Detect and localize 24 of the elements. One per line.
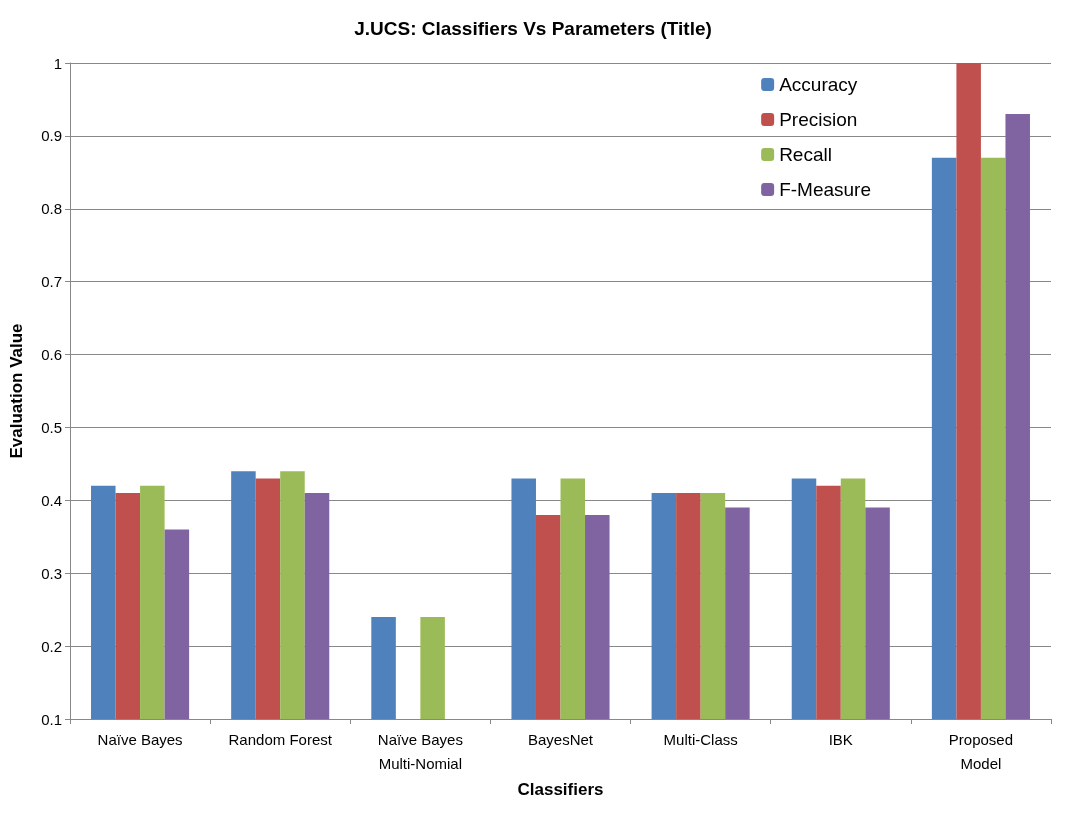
y-tick-label: 0.4 bbox=[41, 491, 62, 509]
x-tick-label: Random Forest bbox=[228, 730, 333, 748]
y-tick-label: 0.1 bbox=[41, 710, 62, 728]
y-tick-label: 0.5 bbox=[41, 418, 62, 436]
y-tick-label: 1 bbox=[53, 54, 62, 72]
x-tick-label: IBK bbox=[828, 730, 853, 748]
y-axis-title: Evaluation Value bbox=[7, 323, 26, 459]
y-tick-label: 0.3 bbox=[41, 564, 62, 582]
x-tick-label: BayesNet bbox=[527, 730, 594, 748]
x-tick-label: Multi-Class bbox=[663, 730, 738, 748]
legend-label: Accuracy bbox=[779, 74, 858, 95]
chart-title: J.UCS: Classifiers Vs Parameters (Title) bbox=[354, 18, 712, 39]
legend-label: Recall bbox=[779, 144, 832, 165]
y-tick-label: 0.2 bbox=[41, 637, 62, 655]
y-tick-label: 0.7 bbox=[41, 273, 62, 291]
y-tick-label: 0.8 bbox=[41, 200, 62, 218]
x-tick-label: Proposed Model bbox=[948, 730, 1014, 772]
legend-label: F-Measure bbox=[779, 179, 871, 200]
x-tick-label: Naïve Bayes bbox=[97, 730, 183, 748]
y-tick-label: 0.6 bbox=[41, 346, 62, 364]
x-tick-label: Naïve Bayes Multi-Nomial bbox=[377, 730, 463, 772]
y-tick-label: 0.9 bbox=[41, 127, 62, 145]
legend-label: Precision bbox=[779, 109, 858, 130]
x-axis-title: Classifiers bbox=[517, 780, 604, 799]
